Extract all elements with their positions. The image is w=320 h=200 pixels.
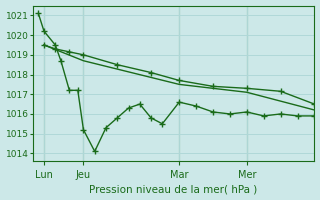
X-axis label: Pression niveau de la mer( hPa ): Pression niveau de la mer( hPa )	[90, 184, 258, 194]
